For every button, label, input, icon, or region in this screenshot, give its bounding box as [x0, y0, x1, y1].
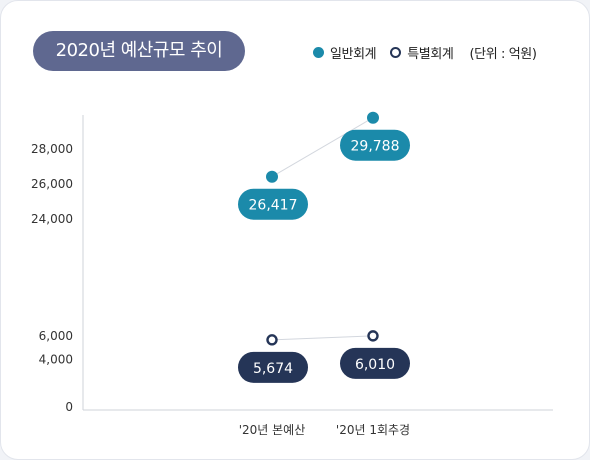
- unit-note: (단위 : 억원): [469, 46, 537, 62]
- data-label: 26,417: [249, 198, 298, 214]
- series-line-general: [271, 117, 374, 178]
- x-tick-label: '20년 1회추경: [336, 423, 410, 437]
- data-point-general: [266, 170, 278, 183]
- general-marker-icon: [313, 46, 324, 58]
- y-tick-label: 6,000: [39, 329, 73, 343]
- series-line-special: [271, 335, 374, 341]
- legend-item-general: 일반회계: [313, 43, 377, 62]
- y-tick-label: 24,000: [31, 212, 73, 226]
- y-tick-label: 26,000: [31, 177, 73, 191]
- data-point-special: [266, 334, 278, 346]
- data-label-pill: [238, 351, 308, 383]
- data-label-pill: [340, 347, 410, 379]
- data-label: 5,674: [253, 361, 293, 377]
- data-point-general: [367, 111, 379, 124]
- legend-label-general: 일반회계: [330, 46, 377, 62]
- legend-label-special: 특별회계: [407, 46, 454, 62]
- data-point-special: [367, 330, 379, 342]
- data-label-pill: [340, 129, 410, 161]
- legend: 일반회계 특별회계 (단위 : 억원): [313, 41, 537, 63]
- y-tick-label: 4,000: [39, 353, 73, 367]
- chart-title: 2020년 예산규모 추이: [33, 31, 245, 71]
- special-marker-icon: [390, 46, 402, 58]
- y-tick-label: 0: [65, 400, 73, 414]
- data-label: 6,010: [355, 357, 395, 373]
- y-tick-label: 28,000: [31, 142, 73, 156]
- data-label: 29,788: [351, 139, 400, 155]
- legend-item-special: 특별회계: [390, 43, 454, 62]
- x-tick-label: '20년 본예산: [239, 423, 306, 437]
- data-label-pill: [238, 188, 308, 220]
